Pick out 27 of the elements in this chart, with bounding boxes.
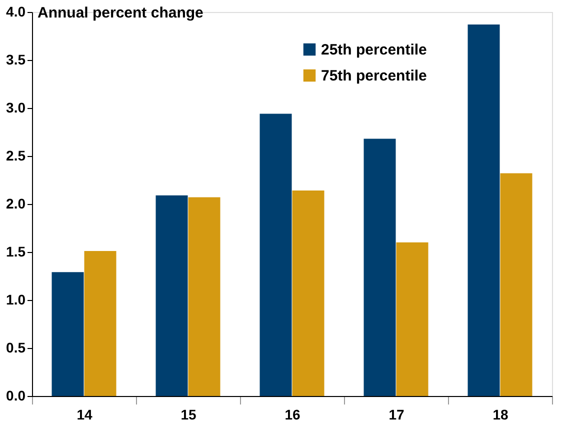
legend-label: 25th percentile xyxy=(321,42,427,58)
y-tick-label: 1.0 xyxy=(6,292,26,308)
bar xyxy=(396,242,428,396)
bar xyxy=(188,197,220,396)
bar xyxy=(468,24,500,396)
bar xyxy=(52,272,84,396)
y-tick-label: 4.0 xyxy=(6,4,26,20)
legend-label: 75th percentile xyxy=(321,68,427,84)
bar xyxy=(260,114,292,396)
x-tick-label: 17 xyxy=(388,406,404,422)
bar xyxy=(156,195,188,396)
y-tick-label: 1.5 xyxy=(6,244,26,260)
y-tick-label: 3.5 xyxy=(6,52,26,68)
x-tick-label: 15 xyxy=(180,406,196,422)
y-tick-label: 3.0 xyxy=(6,100,26,116)
y-axis-title: Annual percent change xyxy=(38,4,204,22)
y-tick-label: 0.5 xyxy=(6,340,26,356)
x-tick-label: 14 xyxy=(76,406,92,422)
x-tick-label: 18 xyxy=(492,406,508,422)
bar xyxy=(292,190,324,396)
bar xyxy=(84,251,116,396)
y-tick-label: 0.0 xyxy=(6,388,26,404)
x-tick-label: 16 xyxy=(284,406,300,422)
y-tick-label: 2.0 xyxy=(6,196,26,212)
y-tick-label: 2.5 xyxy=(6,148,26,164)
bar xyxy=(364,138,396,396)
bar xyxy=(500,173,532,396)
